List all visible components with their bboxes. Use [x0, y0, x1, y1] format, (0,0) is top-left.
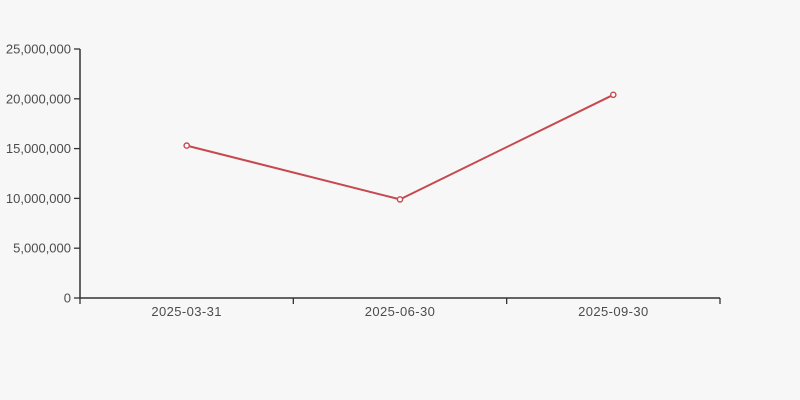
data-point-marker [183, 142, 190, 149]
y-tick-label: 25,000,000 [6, 42, 71, 57]
data-point-marker [610, 91, 617, 99]
x-axis-label: 2025-06-30 [365, 304, 436, 319]
series-group [185, 93, 615, 201]
y-tick-label: 0 [64, 291, 71, 306]
y-tick-label: 5,000,000 [13, 241, 71, 256]
y-tick-label: 20,000,000 [6, 91, 71, 106]
y-tick-label: 10,000,000 [6, 191, 71, 206]
x-axis-label: 2025-09-30 [578, 304, 649, 319]
axis-line [79, 49, 720, 299]
markers-group [183, 91, 617, 203]
y-tick-label: 15,000,000 [6, 141, 71, 156]
axes [79, 49, 720, 299]
series-line [185, 93, 615, 201]
x-axis-label: 2025-03-31 [151, 304, 222, 319]
data-point-marker [396, 196, 404, 203]
y-axis-labels: 0 5,000,000 10,000,000 15,000,000 20,000,000… [6, 42, 71, 306]
y-axis-ticks [74, 48, 80, 299]
x-axis-labels: 2025-03-31 2025-06-30 2025-09-30 [151, 304, 648, 319]
x-axis-ticks [79, 298, 721, 304]
